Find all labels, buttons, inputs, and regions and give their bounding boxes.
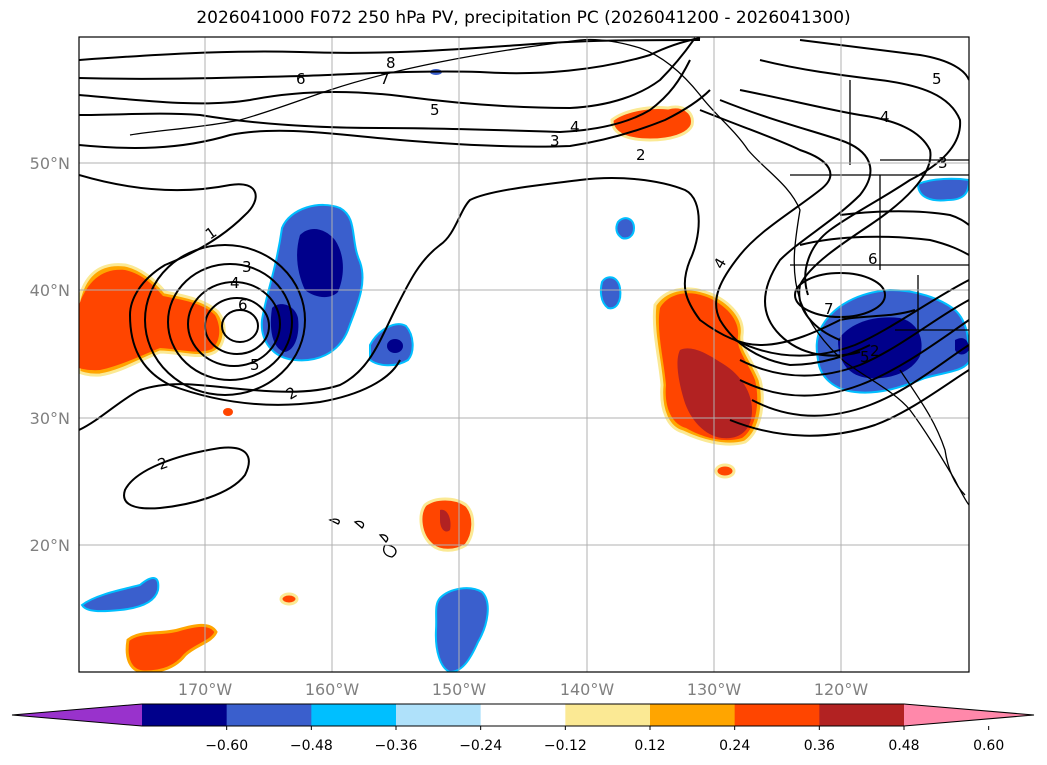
plot-title: 2026041000 F072 250 hPa PV, precipitatio… [196,8,851,28]
contour-label: 4 [570,118,580,136]
contour-label: 3 [242,258,252,276]
contour-label: 4 [230,274,240,292]
lon-labels: 170°W 160°W 150°W 140°W 130°W 120°W [178,680,869,699]
colorbar-tick-label: 0.12 [634,738,665,754]
colorbar-tick-label: 0.24 [719,738,750,754]
lon-label: 130°W [687,680,742,699]
colorbar-outline [11,703,1035,727]
colorbar-segment [311,704,397,726]
colorbar-tick-label: 0.36 [804,738,835,754]
lon-label: 120°W [814,680,869,699]
contour-label: 4 [880,108,890,126]
lon-label: 170°W [178,680,233,699]
colorbar [11,703,1035,727]
lat-label: 20°N [30,536,70,555]
lon-label: 150°W [432,680,487,699]
lat-labels: 50°N 40°N 30°N 20°N [30,154,70,555]
colorbar-tick-label: −0.12 [544,738,587,754]
colorbar-segment [819,704,905,726]
colorbar-segment [142,704,228,726]
contour-label: 5 [430,101,440,119]
pv-contours [79,37,969,510]
contour-label: 2 [870,342,880,360]
colorbar-segment [650,704,736,726]
contour-label: 5 [250,356,260,374]
colorbar-segment [480,704,566,726]
contour-label: 3 [550,132,560,150]
precip-positive-shading [79,105,764,672]
contour-label: 5 [932,70,942,88]
lon-label: 160°W [305,680,360,699]
gridlines [79,37,969,672]
contour-label: 6 [238,296,248,314]
contour-label: 5 [860,348,870,366]
colorbar-segment [396,704,482,726]
contour-label: 8 [386,54,396,72]
colorbar-segment [226,704,312,726]
contour-label: 6 [868,250,878,268]
lon-label: 140°W [560,680,615,699]
contour-label: 7 [824,300,834,318]
contour-label: 2 [636,146,646,164]
colorbar-tick-label: −0.48 [290,738,333,754]
lat-label: 40°N [30,281,70,300]
colorbar-tick-label: −0.60 [205,738,248,754]
lat-label: 30°N [30,409,70,428]
colorbar-segment [565,704,651,726]
coastlines [129,38,969,558]
map-frame [78,36,970,673]
colorbar-extend-high [904,704,1034,726]
colorbar-tick-label: 0.60 [973,738,1004,754]
colorbar-tick-label: −0.36 [375,738,418,754]
contour-label: 6 [296,70,306,88]
colorbar-ticks: −0.60 −0.48 −0.36 −0.24 −0.12 0.12 0.24 0.36 0.4… [205,726,1004,754]
colorbar-segment [734,704,820,726]
colorbar-tick-label: −0.24 [459,738,502,754]
lat-label: 50°N [30,154,70,173]
colorbar-extend-low [12,704,142,726]
colorbar-tick-label: 0.48 [888,738,919,754]
contour-label: 7 [380,70,390,88]
